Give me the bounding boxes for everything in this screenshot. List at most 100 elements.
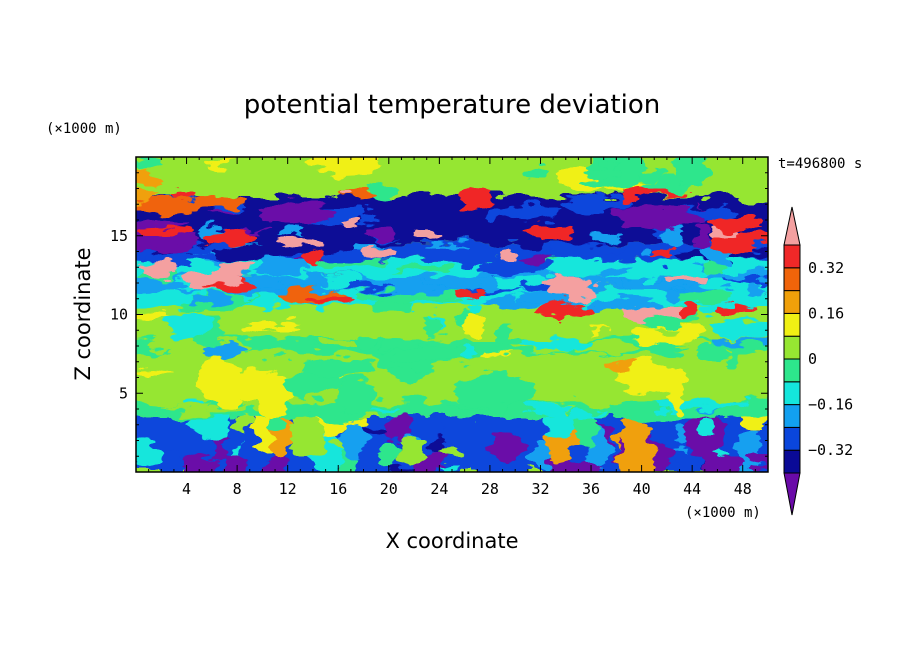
field-cell — [632, 323, 703, 345]
field-cell — [363, 425, 385, 436]
field-cell — [481, 298, 540, 309]
x-tick-label: 20 — [380, 480, 398, 498]
field-cell — [695, 344, 728, 361]
field-cell — [701, 418, 715, 437]
field-cell — [136, 226, 196, 238]
field-cell — [247, 272, 328, 288]
field-cell — [517, 238, 545, 247]
field-cell — [344, 285, 394, 291]
field-cell — [366, 223, 394, 240]
x-tick-label: 16 — [329, 480, 347, 498]
field-cell — [461, 202, 478, 215]
field-cell — [187, 294, 233, 304]
field-cell — [183, 399, 205, 409]
field-cell — [259, 201, 337, 225]
field-cell — [461, 186, 493, 206]
field-cell — [166, 311, 213, 339]
field-cell — [158, 448, 183, 472]
field-cell — [487, 204, 502, 224]
field-cell — [737, 173, 768, 210]
field-cell — [588, 230, 627, 243]
field-cell — [136, 157, 165, 172]
field-cell — [612, 206, 705, 230]
field-cell — [317, 338, 361, 349]
x-axis-label: X coordinate — [385, 529, 518, 553]
x-tick-label: 40 — [633, 480, 651, 498]
field-cell — [303, 296, 358, 304]
field-cell — [336, 377, 377, 415]
y-tick-label: 10 — [110, 306, 128, 324]
field-cell — [367, 180, 397, 202]
field-cell — [745, 452, 768, 470]
field-cell — [627, 188, 694, 196]
colorbar-box — [783, 267, 801, 292]
colorbar-box — [783, 449, 801, 474]
field-cell — [141, 260, 183, 277]
colorbar-bottom-arrow — [783, 472, 801, 516]
field-cell — [714, 303, 756, 315]
field-cell — [659, 399, 748, 410]
field-cell — [250, 164, 337, 179]
field-cell — [489, 222, 511, 237]
field-cell — [499, 250, 517, 263]
x-tick-label: 48 — [734, 480, 752, 498]
x-tick-label: 36 — [582, 480, 600, 498]
x-tick-label: 4 — [182, 480, 191, 498]
field-cell — [605, 362, 632, 374]
field-cell — [453, 290, 488, 298]
field-cell — [397, 441, 428, 463]
colorbar-label: 0.32 — [808, 259, 844, 277]
field-cell — [388, 466, 413, 472]
field-cell — [444, 258, 487, 264]
y-tick-label: 5 — [119, 384, 128, 402]
field-cell — [246, 255, 308, 275]
field-cell — [271, 416, 286, 435]
field-cell — [342, 422, 367, 460]
field-cell — [548, 241, 623, 256]
colorbar-top-arrow — [783, 206, 801, 246]
colorbar-label: −0.32 — [808, 441, 853, 459]
field-cell — [378, 442, 399, 468]
field-cell — [382, 413, 418, 445]
y-axis-label: Z coordinate — [71, 247, 95, 380]
field-cell — [416, 280, 438, 286]
field-cell — [621, 306, 689, 319]
y-tick-label: 15 — [110, 227, 128, 245]
field-cell — [709, 234, 754, 254]
field-cell — [215, 260, 252, 277]
plot-area — [136, 157, 768, 472]
field-cell — [436, 463, 462, 470]
x-tick-label: 24 — [430, 480, 448, 498]
field-cell — [656, 326, 680, 333]
field-cell — [136, 439, 161, 466]
field-cell — [462, 345, 480, 361]
colorbar-box — [783, 426, 801, 451]
field-cell — [569, 447, 590, 466]
field-cell — [710, 320, 768, 338]
heatmap-field — [136, 157, 768, 472]
field-cell — [542, 412, 577, 437]
x-tick-label: 44 — [683, 480, 701, 498]
field-cell — [256, 371, 292, 418]
field-cell — [203, 411, 238, 417]
colorbar: 0.32 0.16 0 −0.16 −0.32 — [783, 206, 853, 516]
x-tick-label: 12 — [279, 480, 297, 498]
colorbar-box — [783, 335, 801, 360]
field-cell — [555, 255, 626, 273]
field-cell — [464, 314, 486, 335]
field-cell — [668, 274, 708, 283]
field-cell — [334, 157, 347, 182]
field-cell — [395, 344, 485, 363]
colorbar-box — [783, 312, 801, 337]
field-cell — [664, 223, 683, 251]
field-cell — [197, 357, 243, 404]
chart-title: potential temperature deviation — [244, 90, 660, 120]
field-cell — [522, 224, 574, 240]
field-cell — [620, 279, 696, 291]
field-cell — [668, 365, 683, 413]
colorbar-label: 0 — [808, 350, 817, 368]
field-cell — [136, 313, 177, 320]
field-cell — [454, 374, 534, 409]
field-cell — [560, 197, 634, 213]
field-cell — [288, 411, 325, 459]
